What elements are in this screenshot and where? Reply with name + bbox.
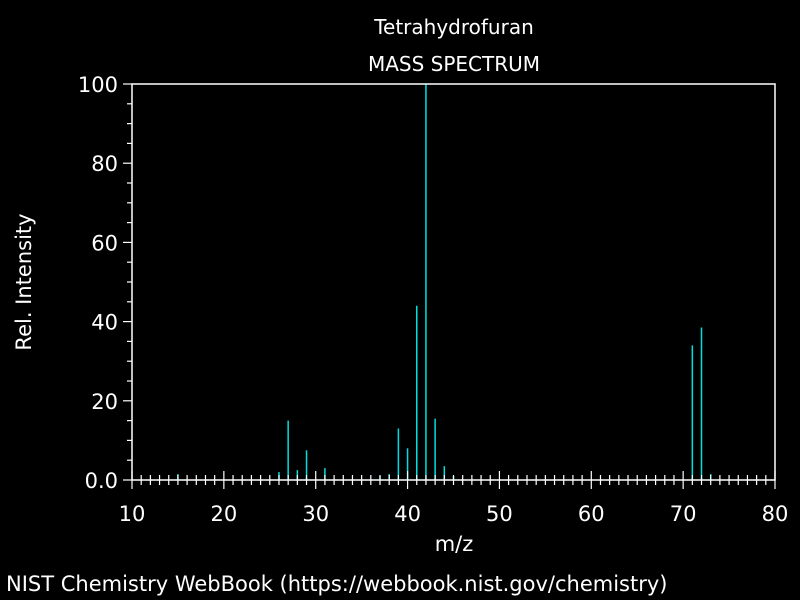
x-tick-label: 20 [210,502,237,526]
y-axis-label: Rel. Intensity [12,213,36,350]
x-tick-label: 80 [762,502,789,526]
x-tick-label: 70 [670,502,697,526]
x-tick-label: 50 [486,502,513,526]
x-axis-label: m/z [435,532,474,556]
y-tick-label: 20 [91,390,118,414]
x-tick-label: 10 [119,502,146,526]
x-tick-label: 60 [578,502,605,526]
x-tick-label: 30 [302,502,329,526]
y-axis: 0.0 20 40 60 80 100 [78,73,132,493]
y-tick-label: 40 [91,311,118,335]
chart-title: Tetrahydrofuran [373,15,534,39]
chart-subtitle: MASS SPECTRUM [368,52,540,76]
x-tick-label: 40 [394,502,421,526]
y-tick-label: 60 [91,231,118,255]
x-axis: 10 20 30 40 50 60 70 80 [119,471,789,526]
y-tick-label: 0.0 [85,469,118,493]
peaks-group [177,84,712,480]
y-tick-label: 100 [78,73,118,97]
y-tick-label: 80 [91,152,118,176]
plot-area-frame [131,83,776,481]
source-credit: NIST Chemistry WebBook (https://webbook.… [6,572,668,596]
